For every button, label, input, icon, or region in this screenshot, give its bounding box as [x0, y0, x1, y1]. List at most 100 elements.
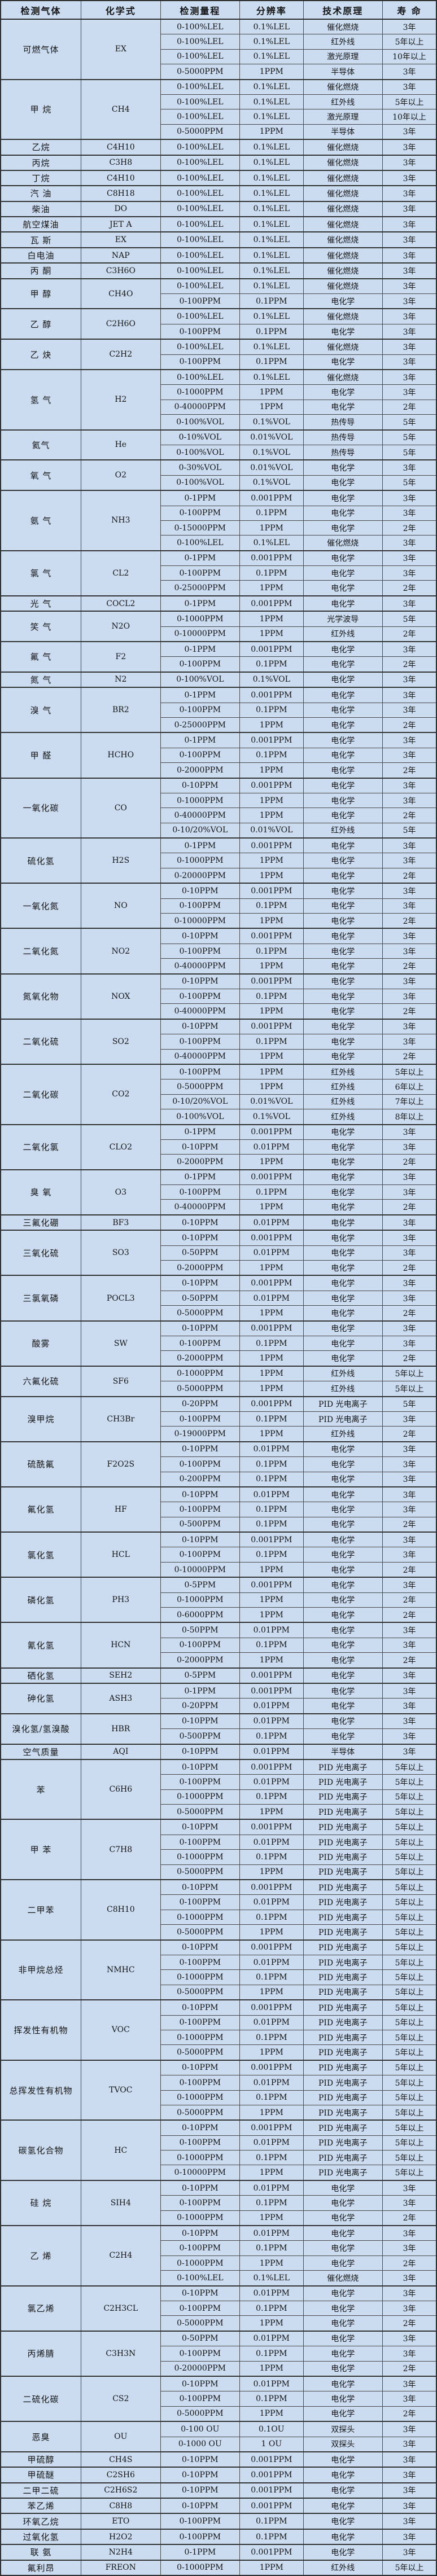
range-cell: 0-40000PPM: [160, 808, 241, 823]
technology-cell: 红外线: [303, 822, 383, 839]
technology-cell: 催化燃烧: [303, 262, 383, 279]
resolution-cell: 0.1PPM: [239, 1547, 304, 1563]
technology-cell: 催化燃烧: [303, 216, 383, 232]
technology-cell: PID 光电离子: [303, 1969, 383, 1985]
resolution-cell: 1PPM: [239, 1154, 304, 1170]
lifespan-cell: 5年以上: [382, 1758, 437, 1775]
table-row: 光 气 COCL2 0-1PPM 0.001PPM 电化学 3年: [0, 595, 437, 612]
technology-cell: 电化学: [303, 1728, 383, 1745]
technology-cell: 电化学: [303, 1335, 383, 1351]
range-cell: 0-1000PPM: [160, 2090, 241, 2105]
resolution-cell: 1PPM: [239, 2255, 304, 2271]
range-cell: 0-40000PPM: [160, 958, 241, 975]
gas-name-cell: 乙 醇: [0, 308, 82, 340]
resolution-cell: 0.1PPM: [239, 1728, 304, 1745]
range-cell: 0-1PPM: [160, 837, 241, 854]
gas-name-cell: 砷化氢: [0, 1682, 82, 1714]
table-row: 溴甲烷 CH3Br 0-20PPM 0.001PPM PID 光电离子 5年: [0, 1395, 437, 1442]
technology-cell: 电化学: [303, 399, 383, 415]
lifespan-cell: 3年: [382, 2544, 437, 2561]
table-row: 0-100%VOL 0.1%VOL 热传导 5年: [1, 444, 437, 460]
technology-cell: PID 光电离子: [303, 1984, 383, 2000]
formula-cell: HC: [81, 2119, 161, 2181]
lifespan-cell: 3年: [382, 231, 437, 248]
formula-cell: EX: [81, 19, 161, 80]
table-row: 0-5000PPM 1PPM PID 光电离子 5年以上: [1, 1864, 437, 1880]
resolution-cell: 0.001PPM: [239, 1682, 304, 1699]
table-row: 0-10000PPM 1PPM 红外线 2年: [1, 626, 437, 642]
lifespan-cell: 2年: [382, 520, 437, 536]
resolution-cell: 1PPM: [239, 1426, 304, 1442]
table-row: 0-2000PPM 1PPM 电化学 2年: [1, 1154, 437, 1170]
technology-cell: 电化学: [303, 595, 383, 612]
lifespan-cell: 2年: [382, 399, 437, 415]
lifespan-cell: 5年以上: [382, 2165, 437, 2181]
range-cell: 0-100PPM: [160, 354, 241, 370]
technology-cell: 电化学: [303, 2391, 383, 2407]
lifespan-cell: 3年: [382, 1245, 437, 1261]
resolution-cell: 0.1%LEL: [239, 339, 304, 355]
technology-cell: 红外线: [303, 94, 383, 110]
resolution-cell: 0.01%VOL: [239, 1094, 304, 1110]
range-cell: 0-100%VOL: [160, 475, 241, 491]
table-row: 0-5000PPM 1PPM 半导体 3年: [1, 124, 437, 140]
resolution-cell: 0.1%LEL: [239, 78, 304, 95]
resolution-cell: 0.01PPM: [239, 2179, 304, 2196]
table-row: 甲 醛 HCHO 0-1PPM 0.001PPM 电化学 3年: [0, 732, 437, 779]
range-cell: 0-10PPM: [160, 1018, 241, 1035]
lifespan-cell: 3年: [382, 459, 437, 476]
resolution-cell: 0.1PPM: [239, 2150, 304, 2166]
technology-cell: 电化学: [303, 1561, 383, 1578]
technology-cell: 电化学: [303, 1214, 383, 1231]
resolution-cell: 0.1PPM: [239, 1849, 304, 1865]
lifespan-cell: 3年: [382, 1184, 437, 1200]
gas-name-cell: 酸雾: [0, 1320, 82, 1367]
lifespan-cell: 2年: [382, 808, 437, 823]
lifespan-cell: 2年: [382, 2360, 437, 2377]
range-cell: 0-10PPM: [160, 2119, 241, 2136]
range-cell: 0-10PPM: [160, 1758, 241, 1775]
gas-name-cell: 三氟化硼: [0, 1214, 82, 1231]
gas-name-cell: 二甲二硫: [0, 2482, 82, 2499]
gas-name-cell: 汽 油: [0, 185, 82, 202]
formula-cell: CO2: [81, 1063, 161, 1125]
resolution-cell: 0.1PPM: [239, 1456, 304, 1472]
lifespan-cell: 3年: [382, 550, 437, 567]
technology-cell: 电化学: [303, 1199, 383, 1215]
table-row: 0-10000PPM 1PPM 电化学 2年: [1, 913, 437, 929]
formula-cell: C8H10: [81, 1879, 161, 1941]
range-cell: 0-100%VOL: [160, 1109, 241, 1125]
resolution-cell: 0.1%LEL: [239, 19, 304, 35]
lifespan-cell: 5年以上: [382, 1909, 437, 1925]
technology-cell: 催化燃烧: [303, 169, 383, 186]
table-row: 0-5000PPM 1PPM PID 光电离子 5年以上: [1, 1984, 437, 2000]
resolution-cell: 0.1PPM: [239, 2240, 304, 2256]
table-row: 0-100PPM 0.1PPM 电化学 3年: [1, 505, 437, 521]
resolution-cell: 0.1PPM: [239, 1502, 304, 1517]
table-row: 0-100PPM 0.01PPM PID 光电离子 5年以上: [1, 1954, 437, 1971]
resolution-cell: 1PPM: [239, 1079, 304, 1095]
range-cell: 0-20000PPM: [160, 867, 241, 884]
resolution-cell: 1PPM: [239, 1864, 304, 1880]
lifespan-cell: 3年: [382, 278, 437, 295]
range-cell: 0-20PPM: [160, 1395, 241, 1412]
formula-cell: SF6: [81, 1365, 161, 1397]
formula-cell: O2: [81, 459, 161, 491]
lifespan-cell: 3年: [382, 247, 437, 264]
formula-cell: N2: [81, 671, 161, 688]
gas-name-cell: 总挥发性有机物: [0, 2059, 82, 2121]
lifespan-cell: 5年以上: [382, 1365, 437, 1382]
formula-cell: BR2: [81, 687, 161, 733]
range-cell: 0-10000PPM: [160, 913, 241, 929]
lifespan-cell: 5年以上: [382, 2150, 437, 2166]
resolution-cell: 0.001PPM: [239, 490, 304, 506]
resolution-cell: 1PPM: [239, 867, 304, 884]
lifespan-cell: 3年: [382, 124, 437, 140]
lifespan-cell: 2年: [382, 762, 437, 779]
lifespan-cell: 3年: [382, 2240, 437, 2256]
technology-cell: 电化学: [303, 1456, 383, 1472]
range-cell: 0-10PPM: [160, 1275, 241, 1291]
formula-cell: C2H6S2: [81, 2482, 161, 2499]
lifespan-cell: 3年: [382, 78, 437, 95]
range-cell: 0-10PPM: [160, 928, 241, 944]
